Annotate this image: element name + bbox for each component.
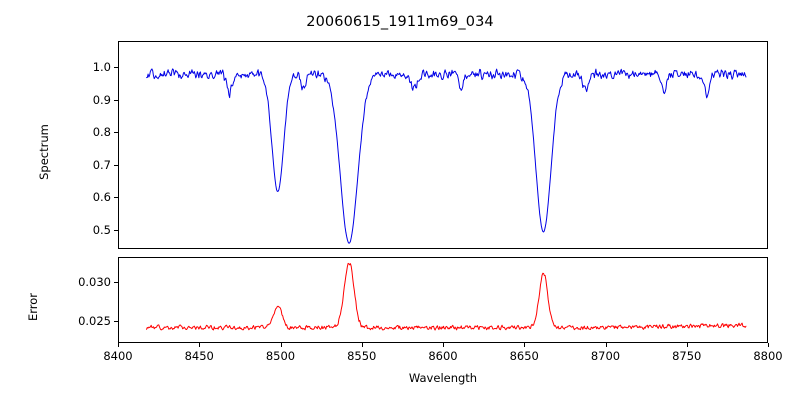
x-tick-mark	[686, 343, 688, 347]
y-tick-mark	[114, 197, 118, 198]
y-tick-label: 0.7	[92, 157, 111, 172]
x-tick-mark	[280, 343, 282, 347]
spectrum-plot-area	[118, 41, 768, 249]
y-tick-mark	[114, 67, 118, 68]
x-tick-label: 8800	[753, 349, 783, 363]
x-tick-mark	[605, 343, 607, 347]
x-tick-label: 8500	[265, 349, 296, 363]
y-tick-mark	[114, 229, 118, 231]
y-tick-label: 0.5	[92, 222, 111, 237]
x-tick-mark	[443, 343, 444, 347]
spectrum-series	[119, 42, 767, 248]
page-title: 20060615_1911m69_034	[306, 14, 494, 30]
x-tick-mark	[118, 343, 119, 347]
x-tick-label: 8750	[672, 349, 702, 363]
x-tick-label: 8650	[509, 349, 539, 363]
y-tick-label: 0.6	[92, 190, 111, 204]
y-tick-label: 0.030	[78, 275, 111, 290]
x-tick-label: 8700	[590, 349, 621, 363]
y-tick-label: 0.025	[78, 314, 111, 329]
x-tick-mark	[524, 343, 526, 347]
y-tick-mark	[114, 282, 118, 284]
error-series	[119, 258, 767, 342]
x-tick-mark	[768, 343, 769, 347]
y-tick-mark	[114, 164, 118, 166]
error-plot-area	[118, 257, 768, 343]
y-tick-mark	[114, 99, 118, 101]
x-tick-mark	[361, 343, 363, 347]
x-tick-label: 8450	[184, 349, 214, 363]
spectrum-axis-label: Spectrum	[37, 124, 51, 180]
y-tick-label: 1.0	[92, 60, 111, 74]
x-tick-mark	[199, 343, 201, 347]
x-tick-label: 8600	[428, 349, 458, 363]
y-tick-mark	[114, 132, 118, 133]
x-axis-label: Wavelength	[408, 371, 478, 385]
x-tick-label: 8550	[347, 349, 377, 363]
x-tick-label: 8400	[103, 349, 133, 363]
y-tick-label: 0.9	[92, 92, 111, 107]
y-tick-mark	[114, 321, 118, 323]
error-axis-label: Error	[26, 292, 40, 322]
y-tick-label: 0.8	[92, 125, 111, 139]
